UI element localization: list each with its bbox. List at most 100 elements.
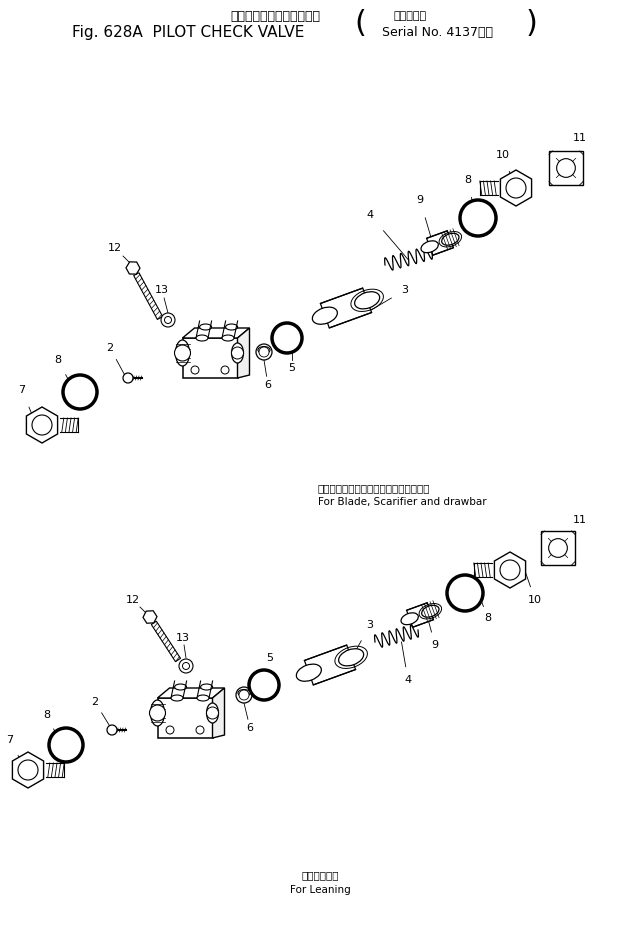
Circle shape <box>460 200 496 236</box>
Circle shape <box>500 560 520 580</box>
Ellipse shape <box>226 324 238 330</box>
Text: 8: 8 <box>43 710 50 720</box>
Polygon shape <box>26 407 58 443</box>
Text: For Leaning: For Leaning <box>289 885 350 895</box>
Circle shape <box>161 313 175 327</box>
Circle shape <box>49 728 83 762</box>
Circle shape <box>174 345 190 361</box>
Ellipse shape <box>196 335 208 341</box>
Bar <box>549 151 583 185</box>
Text: (: ( <box>354 9 366 38</box>
Circle shape <box>557 158 575 177</box>
Polygon shape <box>134 273 163 319</box>
Circle shape <box>166 726 174 734</box>
Polygon shape <box>304 645 355 685</box>
Circle shape <box>206 707 219 719</box>
Polygon shape <box>500 170 532 206</box>
Ellipse shape <box>206 703 219 723</box>
Ellipse shape <box>238 690 250 696</box>
Circle shape <box>249 670 279 700</box>
Ellipse shape <box>442 234 459 245</box>
Text: 3: 3 <box>401 285 408 295</box>
Text: 8: 8 <box>465 175 472 185</box>
Circle shape <box>123 373 133 383</box>
Circle shape <box>150 705 166 721</box>
Text: パイロットチェックバルブ: パイロットチェックバルブ <box>230 9 320 22</box>
Text: 4: 4 <box>366 210 374 220</box>
Ellipse shape <box>231 343 243 363</box>
Ellipse shape <box>176 340 190 366</box>
Text: 2: 2 <box>91 697 98 707</box>
Text: 12: 12 <box>126 595 140 605</box>
Text: 7: 7 <box>6 735 13 745</box>
Circle shape <box>179 659 193 673</box>
Text: 6: 6 <box>247 723 254 733</box>
Circle shape <box>506 178 526 198</box>
Circle shape <box>549 539 567 558</box>
Circle shape <box>63 375 97 409</box>
Text: ブレード、スカリファイヤ、ドローバ用: ブレード、スカリファイヤ、ドローバ用 <box>318 483 431 493</box>
Text: 13: 13 <box>155 285 169 295</box>
Polygon shape <box>320 288 372 328</box>
Text: 6: 6 <box>265 380 272 390</box>
Circle shape <box>272 323 302 353</box>
Ellipse shape <box>422 605 439 617</box>
Text: 10: 10 <box>496 150 510 160</box>
Circle shape <box>183 663 190 669</box>
Text: For Blade, Scarifier and drawbar: For Blade, Scarifier and drawbar <box>318 497 487 507</box>
Text: 8: 8 <box>54 355 61 365</box>
Bar <box>541 531 575 565</box>
Text: 11: 11 <box>573 133 587 143</box>
Text: ): ) <box>526 9 538 38</box>
Text: 9: 9 <box>431 640 438 650</box>
Text: 5: 5 <box>266 653 273 663</box>
Ellipse shape <box>355 291 380 309</box>
Polygon shape <box>406 602 433 627</box>
Ellipse shape <box>151 700 164 726</box>
Polygon shape <box>427 231 454 255</box>
Text: 7: 7 <box>19 385 26 395</box>
Ellipse shape <box>174 684 187 690</box>
Polygon shape <box>213 688 224 738</box>
Circle shape <box>196 726 204 734</box>
Ellipse shape <box>401 613 419 625</box>
Circle shape <box>447 575 483 611</box>
Text: 11: 11 <box>573 515 587 525</box>
Ellipse shape <box>222 335 234 341</box>
Ellipse shape <box>197 695 209 701</box>
Polygon shape <box>151 621 180 662</box>
Polygon shape <box>238 328 249 378</box>
Ellipse shape <box>199 324 212 330</box>
Circle shape <box>239 690 249 700</box>
Ellipse shape <box>312 307 337 324</box>
Circle shape <box>231 347 243 359</box>
Text: 2: 2 <box>107 343 114 353</box>
Polygon shape <box>143 611 157 623</box>
Polygon shape <box>495 552 526 588</box>
Circle shape <box>191 366 199 374</box>
Text: 10: 10 <box>528 595 542 605</box>
Ellipse shape <box>258 346 270 354</box>
Polygon shape <box>12 752 43 788</box>
Text: 8: 8 <box>484 613 491 623</box>
Circle shape <box>221 366 229 374</box>
Text: （適用号機: （適用号機 <box>393 11 426 21</box>
Ellipse shape <box>296 664 321 681</box>
Circle shape <box>259 347 269 357</box>
Text: 3: 3 <box>367 620 374 630</box>
Ellipse shape <box>421 241 438 252</box>
Circle shape <box>32 415 52 435</box>
Text: 4: 4 <box>404 675 412 685</box>
Polygon shape <box>183 328 249 338</box>
Circle shape <box>18 760 38 780</box>
Circle shape <box>164 317 171 323</box>
Text: リーニング用: リーニング用 <box>301 870 339 880</box>
Polygon shape <box>126 262 140 274</box>
Ellipse shape <box>171 695 183 701</box>
Text: 9: 9 <box>417 195 424 205</box>
Text: Serial No. 4137～）: Serial No. 4137～） <box>382 26 493 39</box>
Bar <box>157 698 213 738</box>
Circle shape <box>256 344 272 360</box>
Text: Fig. 628A  PILOT CHECK VALVE: Fig. 628A PILOT CHECK VALVE <box>72 25 304 41</box>
Ellipse shape <box>339 649 364 666</box>
